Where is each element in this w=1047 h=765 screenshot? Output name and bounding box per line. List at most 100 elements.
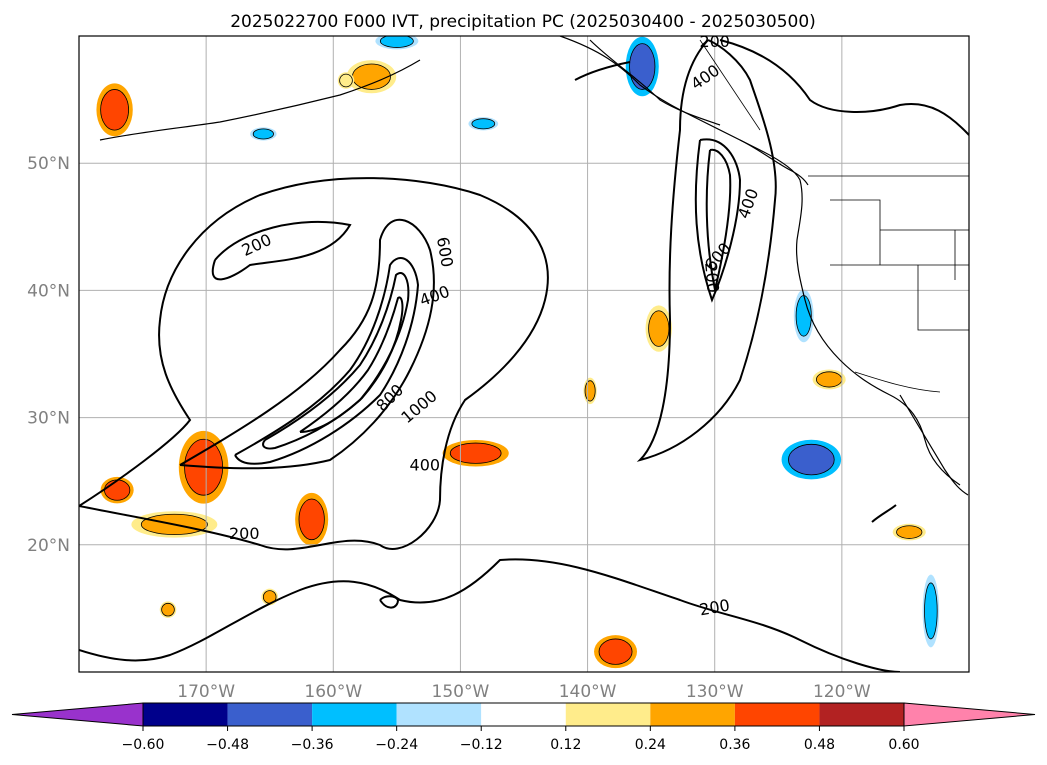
colorbar-segment — [396, 703, 482, 726]
colorbar-tick-label: 0.36 — [719, 737, 750, 753]
map-background — [79, 36, 969, 672]
precip-patch — [812, 369, 846, 390]
precip-patch-core — [252, 128, 274, 140]
ivt-contour-200-northeast — [719, 39, 969, 136]
colorbar-segment — [650, 703, 735, 726]
ivt-contour-200-small-2 — [379, 595, 400, 609]
border-bc-alaska — [699, 39, 761, 131]
precip-patch — [594, 635, 638, 669]
colorbar-tick-label: 0.12 — [550, 737, 581, 753]
colorbar-tick-label: −0.12 — [460, 737, 503, 753]
colorbar-segment — [481, 703, 566, 726]
precip-patch-core — [816, 371, 843, 388]
ivt-contour-label: 400 — [410, 455, 441, 474]
ivt-contour-200-east — [636, 39, 777, 462]
ivt-contour-label: 200 — [229, 524, 260, 543]
precip-patch — [645, 305, 672, 352]
precip-patch — [781, 439, 842, 480]
lon-tick-label: 150°W — [432, 682, 490, 702]
precip-patch-core — [339, 73, 353, 88]
lon-tick-label: 140°W — [559, 682, 617, 702]
precip-patch-core — [379, 36, 414, 48]
lon-tick-label: 120°W — [813, 682, 871, 702]
colorbar-segment — [312, 703, 397, 726]
precip-patch — [442, 439, 509, 467]
precip-patch — [337, 72, 355, 89]
border-us-mexico — [854, 371, 941, 393]
coastline-aleutians — [99, 59, 421, 141]
precip-patch-core — [795, 295, 812, 337]
colorbar-tick-label: 0.24 — [635, 737, 666, 753]
precip-patch-core — [161, 602, 175, 617]
precip-patch — [346, 60, 397, 94]
colorbar-segment — [143, 703, 228, 726]
coastline-vancouver — [739, 139, 809, 186]
precip-patch-core — [298, 498, 325, 541]
lon-tick-label: 170°W — [177, 682, 235, 702]
precipitation-pc-layer — [96, 36, 940, 669]
ivt-contour-200-inner-arc — [211, 220, 352, 281]
coastline-baja — [899, 394, 969, 496]
lat-tick-label: 20°N — [27, 536, 70, 556]
ivt-contour-200-main — [79, 177, 549, 551]
lon-tick-label: 130°W — [686, 682, 744, 702]
precip-patch — [295, 492, 329, 546]
gridlines — [79, 36, 969, 672]
colorbar-frame — [142, 702, 905, 727]
precip-patch — [892, 523, 926, 541]
ivt-contour-600-east — [705, 148, 732, 291]
ivt-contour-label: 200 — [699, 32, 730, 51]
colorbar-tick-label: −0.36 — [291, 737, 334, 753]
precip-patch — [96, 83, 133, 137]
precip-patch — [922, 574, 940, 648]
precip-patch — [793, 289, 814, 343]
precip-patch — [250, 127, 277, 141]
chart-title: 2025022700 F000 IVT, precipitation PC (2… — [230, 12, 816, 32]
precip-patch — [261, 588, 278, 606]
ivt-contour-800 — [262, 272, 410, 450]
lat-tick-label: 50°N — [27, 154, 70, 174]
precip-patch-core — [584, 380, 596, 402]
coastline-gulf-alaska — [589, 39, 721, 126]
colorbar-tick-label: −0.48 — [206, 737, 249, 753]
precip-patch-core — [788, 443, 835, 476]
precip-patch-core — [648, 310, 670, 347]
precip-patch — [375, 36, 419, 50]
precip-patch — [625, 36, 659, 97]
latitude-tick-labels: 20°N 30°N 40°N 50°N — [27, 154, 70, 556]
coastline-north-america — [559, 36, 961, 486]
colorbar-tick-label: −0.60 — [122, 737, 165, 753]
ivt-contour-200-south — [79, 558, 901, 672]
political-borders — [699, 39, 969, 393]
coastlines — [99, 36, 969, 496]
colorbar: −0.60 −0.48 −0.36 −0.24 −0.12 0.12 0.24 0.36 0.4… — [11, 702, 1036, 753]
map-frame — [78, 35, 970, 673]
colorbar-segment — [227, 703, 313, 726]
colorbar-tick-label: −0.24 — [375, 737, 418, 753]
ivt-contours — [79, 39, 969, 672]
precip-patch-core — [896, 525, 923, 539]
colorbar-segment — [565, 703, 651, 726]
precip-patch-core — [100, 89, 129, 131]
lat-tick-label: 40°N — [27, 281, 70, 301]
ivt-contour-600 — [234, 257, 420, 465]
longitude-tick-labels: 170°W 160°W 150°W 140°W 130°W 120°W — [177, 682, 871, 702]
precip-patch-core — [924, 582, 938, 640]
colorbar-extend-high — [903, 702, 1036, 727]
colorbar-segment — [734, 703, 820, 726]
ivt-contour-400-main — [179, 218, 435, 470]
precip-patch — [583, 377, 597, 405]
precip-patch-core — [629, 43, 656, 90]
precip-patch-core — [471, 118, 496, 130]
ivt-contour-label: 200 — [701, 262, 723, 294]
colorbar-tick-label: 0.48 — [804, 737, 835, 753]
ivt-contour-400-east — [574, 61, 742, 303]
precip-patch-core — [449, 442, 502, 464]
border-us-states — [830, 199, 969, 331]
lon-tick-label: 160°W — [304, 682, 362, 702]
precip-patch-core — [351, 63, 391, 90]
precip-patch-core — [598, 638, 633, 665]
